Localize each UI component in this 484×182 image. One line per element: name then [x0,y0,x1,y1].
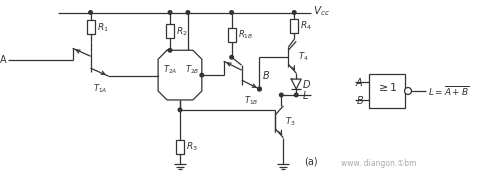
Text: $T_3$: $T_3$ [285,116,296,128]
Text: (a): (a) [304,157,318,167]
Text: $D$: $D$ [302,78,311,90]
Bar [176,140,184,154]
Circle shape [230,11,233,14]
Bar [369,74,405,108]
Circle shape [200,73,204,77]
Text: $B$: $B$ [356,94,364,106]
Text: $R_1$: $R_1$ [96,21,108,34]
Text: $T_4$: $T_4$ [298,51,309,64]
Circle shape [230,56,233,59]
Circle shape [168,48,172,52]
Bar [166,24,174,38]
Circle shape [89,11,92,14]
Text: $T_{1A}$: $T_{1A}$ [92,82,107,95]
Text: $V_{cc}$: $V_{cc}$ [313,5,330,18]
Text: $\geq$1: $\geq$1 [376,81,397,93]
Circle shape [292,11,296,14]
Circle shape [257,87,261,91]
Circle shape [280,93,283,97]
Text: $A$: $A$ [355,76,364,88]
Text: $R_{1B}$: $R_{1B}$ [238,29,253,41]
Text: $R_2$: $R_2$ [176,25,188,38]
Circle shape [178,108,182,112]
Text: $T_{1B}$: $T_{1B}$ [243,95,258,108]
Circle shape [186,11,190,14]
Text: www. diangon.①bm: www. diangon.①bm [341,159,416,168]
Text: $L=\overline{A+B}$: $L=\overline{A+B}$ [428,84,470,98]
Text: $R_4$: $R_4$ [300,20,312,32]
Circle shape [257,87,261,91]
Text: $T_{2A}$: $T_{2A}$ [163,64,177,76]
Bar [290,19,298,33]
Circle shape [168,11,172,14]
Circle shape [405,88,411,94]
Text: A: A [0,55,6,65]
Bar [227,28,236,42]
Polygon shape [158,50,202,100]
Text: $B$: $B$ [262,69,271,81]
Text: $L$: $L$ [302,89,309,101]
Text: $T_{2B}$: $T_{2B}$ [184,64,199,76]
Text: $R_3$: $R_3$ [186,140,197,153]
Polygon shape [291,79,301,89]
Bar [87,20,94,34]
Circle shape [294,93,298,97]
